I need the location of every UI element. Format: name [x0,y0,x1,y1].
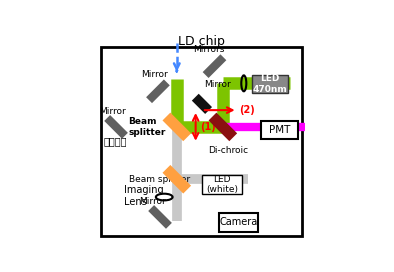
Text: Mirror: Mirror [204,80,231,89]
Text: Camera: Camera [219,217,258,227]
Text: LED
470nm: LED 470nm [253,74,287,94]
Text: (2): (2) [240,105,255,115]
Text: Beam splitter: Beam splitter [128,175,190,184]
Text: PMT: PMT [269,125,290,135]
Text: Beam
splitter: Beam splitter [128,117,166,137]
Text: Di-chroic: Di-chroic [208,146,248,155]
Text: Mirror: Mirror [139,197,166,206]
Bar [219,213,258,232]
Text: Mirror: Mirror [99,107,126,116]
Text: LED
(white): LED (white) [206,175,238,194]
Bar [260,120,298,140]
Text: Mirrors: Mirrors [193,45,225,54]
Text: Mirror: Mirror [141,70,168,79]
Bar [202,175,242,194]
Text: 대물렌즈: 대물렌즈 [104,137,127,147]
Bar [252,75,288,93]
Text: LD chip: LD chip [178,35,225,48]
Text: (1): (1) [200,122,216,132]
Text: Imaging
Lens: Imaging Lens [125,185,164,207]
